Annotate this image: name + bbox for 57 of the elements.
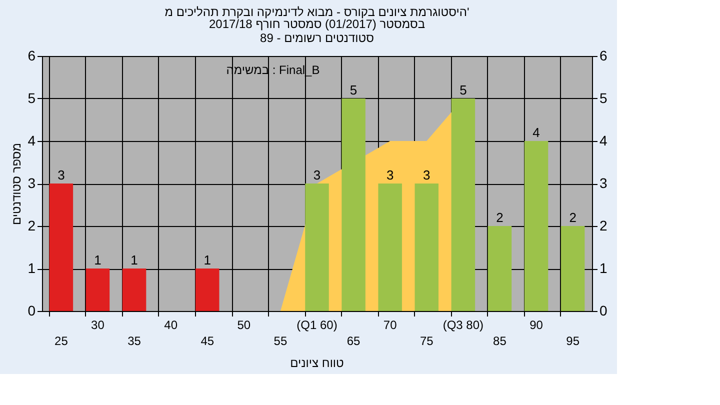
bar	[122, 268, 146, 311]
x-axis-title: טווח ציונים	[290, 356, 344, 370]
x-tick-label: 40	[164, 318, 178, 332]
y-tick-label: 0	[28, 302, 36, 318]
x-tick-label: (Q1 60)	[296, 318, 338, 332]
y-tick-label: 2	[28, 218, 36, 234]
y-tick-label: 1	[28, 260, 36, 276]
x-tick-label: 50	[237, 318, 251, 332]
bar	[414, 184, 439, 311]
bar	[524, 141, 548, 311]
x-tick-label: 75	[420, 334, 434, 348]
data-label: 5	[460, 82, 467, 98]
y-axis-title: מספר סטודנטים	[10, 142, 24, 226]
y2-tick-label: 1	[600, 260, 608, 276]
x-tick-label: (Q3 80)	[442, 318, 484, 332]
chart-title: היסטוגרמת ציונים בקורס - מבוא לדינמיקה ובקרת תהליכים מ'	[164, 5, 470, 19]
data-label: 1	[94, 252, 102, 268]
x-tick-label: 35	[128, 334, 142, 348]
data-label: 4	[532, 125, 540, 140]
x-tick-label: 70	[383, 318, 398, 332]
bar	[378, 184, 402, 311]
y2-tick-label: 4	[600, 132, 608, 148]
data-label: 3	[386, 168, 394, 182]
data-label: 2	[569, 210, 576, 225]
x-tick-label: 30	[91, 318, 105, 332]
bar	[342, 98, 366, 311]
x-tick-label: 55	[274, 334, 288, 348]
data-label: 1	[130, 252, 138, 268]
x-tick-label: 90	[530, 318, 544, 332]
x-tick-label: 65	[346, 334, 361, 348]
y-tick-label: 4	[28, 132, 36, 148]
y2-tick-label: 6	[600, 48, 608, 64]
y-tick-label: 3	[28, 175, 36, 191]
x-tick-label: 85	[493, 334, 507, 348]
chart-subtitle: בסמסטר (01/2017) סמסטר חורף 2017/18 סטודנטים רשומים - 89	[208, 17, 426, 45]
y2-tick-label: 2	[600, 218, 608, 234]
data-label: 5	[350, 82, 358, 98]
data-label: 3	[58, 168, 65, 182]
bar	[451, 98, 476, 311]
bar	[488, 226, 512, 311]
y-tick-label: 6	[28, 48, 36, 64]
bar	[560, 226, 585, 311]
y2-tick-label: 0	[600, 302, 608, 318]
data-label: 1	[204, 252, 211, 268]
y2-tick-label: 5	[600, 90, 608, 106]
x-tick-label: 25	[54, 334, 68, 348]
bar	[305, 184, 329, 311]
y2-tick-label: 3	[600, 175, 608, 191]
bar	[86, 268, 110, 311]
bar	[49, 184, 74, 311]
y-tick-label: 5	[28, 90, 36, 106]
x-tick-label: 95	[566, 334, 580, 348]
bar	[195, 268, 220, 311]
data-label: 2	[496, 210, 504, 225]
data-label: 3	[423, 168, 430, 182]
data-label: 3	[313, 168, 321, 182]
x-tick-label: 45	[200, 334, 214, 348]
